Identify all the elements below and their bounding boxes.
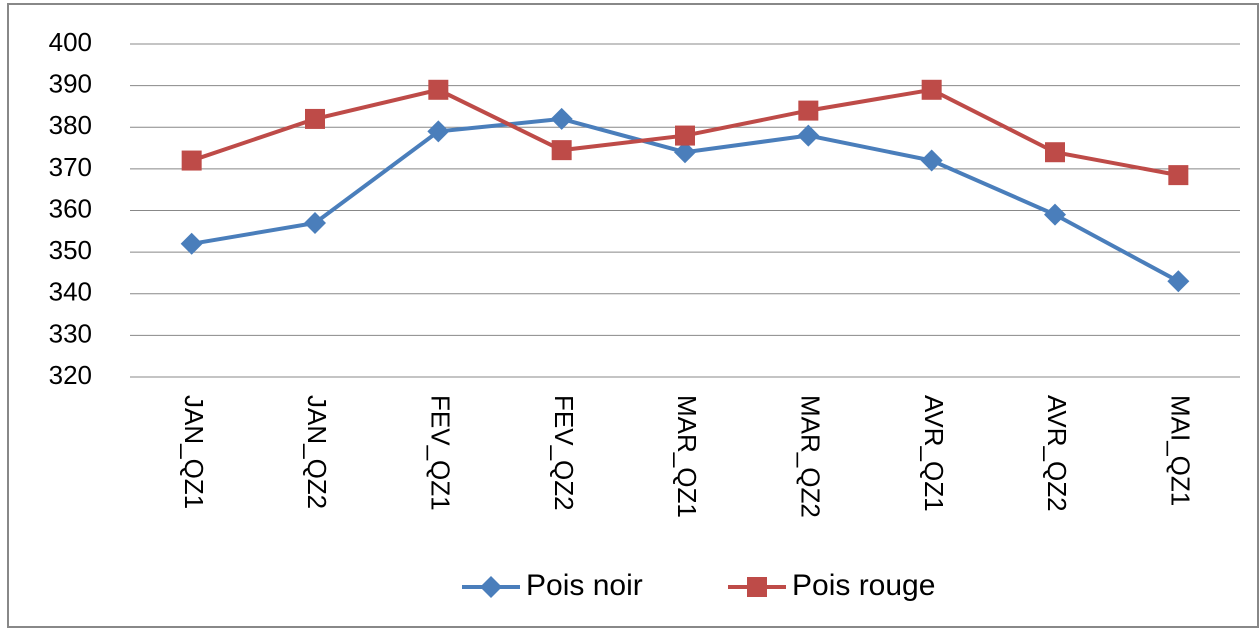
point — [550, 107, 573, 130]
x-tick-label: MAI_QZ1 — [1165, 395, 1195, 506]
y-tick-label: 400 — [49, 27, 92, 57]
point — [427, 120, 450, 143]
legend-marker — [747, 577, 767, 597]
legend-marker — [480, 576, 502, 598]
point — [798, 100, 819, 121]
chart-border — [7, 3, 1259, 628]
x-tick-label: FEV_QZ1 — [425, 395, 455, 511]
series — [180, 107, 1190, 293]
x-tick-label: FEV_QZ2 — [549, 395, 579, 511]
x-tick-label: JAN_QZ1 — [179, 395, 209, 509]
y-tick-label: 350 — [49, 235, 92, 265]
point — [305, 108, 325, 129]
x-tick-label: MAR_QZ1 — [672, 395, 702, 518]
y-tick-label: 340 — [49, 277, 92, 307]
y-tick-label: 370 — [49, 152, 92, 182]
point — [428, 79, 449, 100]
x-tick-label: AVR_QZ1 — [919, 395, 949, 512]
point — [180, 232, 203, 255]
x-tick-label: AVR_QZ2 — [1042, 395, 1072, 512]
y-tick-label: 330 — [49, 318, 92, 348]
point — [920, 149, 943, 172]
point — [304, 211, 326, 234]
point — [1167, 270, 1190, 293]
point — [1168, 165, 1189, 186]
series — [181, 79, 1189, 186]
point — [181, 150, 202, 171]
point — [921, 79, 942, 100]
legend-label: Pois rouge — [792, 569, 935, 602]
y-tick-label: 390 — [49, 69, 92, 99]
point — [675, 125, 695, 146]
x-tick-label: JAN_QZ2 — [302, 395, 332, 509]
point — [1044, 203, 1066, 226]
y-tick-label: 360 — [49, 193, 92, 223]
point — [551, 140, 572, 161]
point — [797, 124, 820, 147]
point — [1045, 142, 1065, 163]
point — [674, 141, 696, 164]
y-tick-label: 320 — [49, 360, 92, 390]
legend-label: Pois noir — [526, 569, 643, 602]
x-tick-label: MAR_QZ2 — [795, 395, 825, 518]
y-tick-label: 380 — [49, 110, 92, 140]
